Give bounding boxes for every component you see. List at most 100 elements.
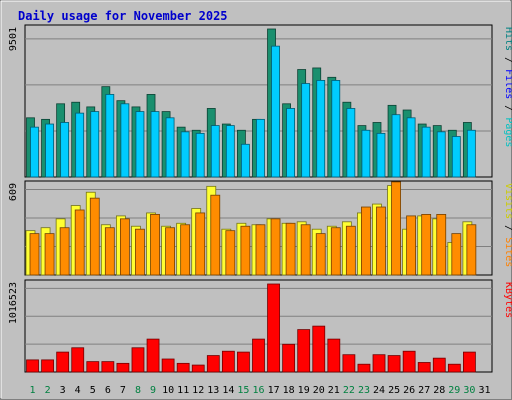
bar-sites-day-6 [104,227,115,276]
day-label-23: 23 [358,385,370,396]
bar-kbytes-day-13 [206,355,220,373]
day-label-17: 17 [268,385,280,396]
day-label-25: 25 [388,385,400,396]
day-label-11: 11 [177,385,189,396]
bar-sites-day-27 [421,214,432,276]
day-label-30: 30 [463,385,475,396]
day-label-5: 5 [90,385,96,396]
bar-pages-day-29 [451,136,461,178]
bar-pages-day-23 [361,129,371,178]
bar-kbytes-day-15 [237,351,250,373]
bar-kbytes-day-20 [312,325,326,373]
day-label-26: 26 [403,385,415,396]
day-label-29: 29 [448,385,460,396]
day-label-15: 15 [237,385,249,396]
panel-kbytes: 1016523 KBytes [8,279,512,373]
day-label-1: 1 [29,385,35,396]
day-label-3: 3 [60,385,66,396]
bar-pages-day-18 [286,108,296,178]
day-label-14: 14 [222,385,234,396]
legend-part: Hits [503,27,512,51]
day-label-19: 19 [298,385,310,396]
chart-title: Daily usage for November 2025 [18,9,228,23]
legend-part: / [503,219,512,237]
bar-sites-day-23 [361,206,371,276]
legend-part: Visits [503,183,512,219]
bar-kbytes-day-27 [417,362,431,373]
bar-kbytes-day-18 [282,343,296,373]
legend-part: KBytes [503,282,512,318]
bar-pages-day-28 [436,131,446,178]
bar-sites-day-29 [451,233,462,276]
bar-pages-day-3 [60,122,70,178]
legend-part: Files [503,69,512,99]
bar-kbytes-day-17 [267,283,280,373]
scale-label-hits-files-pages: 9501 [8,27,19,51]
bar-kbytes-day-30 [462,351,476,373]
panel-hits-files-pages: 9501 Hits / Files / Pages [8,24,512,178]
bar-kbytes-day-26 [402,350,416,373]
bar-pages-day-25 [391,114,401,178]
bar-pages-day-17 [271,45,280,178]
bar-pages-day-7 [120,103,130,178]
bar-kbytes-day-8 [131,347,145,373]
day-label-28: 28 [433,385,445,396]
bar-pages-day-21 [331,80,341,178]
bar-kbytes-day-3 [56,351,70,373]
bar-kbytes-day-22 [342,354,356,373]
bar-kbytes-day-25 [387,355,401,373]
day-label-4: 4 [75,385,81,396]
bar-pages-day-9 [150,111,160,178]
bar-kbytes-day-7 [116,362,130,373]
bar-pages-day-5 [90,111,100,178]
bar-kbytes-day-21 [327,338,341,373]
bar-pages-day-27 [421,126,431,178]
bar-sites-day-26 [406,215,417,276]
bar-kbytes-day-19 [297,329,311,373]
bar-sites-day-30 [466,224,477,276]
bar-sites-day-25 [391,181,401,276]
bar-sites-day-18 [285,222,296,276]
bar-pages-day-11 [180,131,190,178]
day-label-22: 22 [343,385,355,396]
legend-visits-sites: Visits / Sites [503,183,512,267]
bar-kbytes-day-14 [221,350,235,373]
day-label-18: 18 [283,385,295,396]
bar-sites-day-5 [89,197,100,276]
day-label-6: 6 [105,385,111,396]
bar-pages-day-19 [301,83,311,178]
bar-kbytes-day-28 [432,357,446,373]
bar-sites-day-9 [150,214,160,276]
bar-sites-day-19 [300,224,311,276]
bar-sites-day-3 [59,227,70,276]
bar-sites-day-7 [119,218,130,276]
bar-pages-day-2 [45,123,54,178]
bar-sites-day-4 [74,209,85,276]
bar-kbytes-day-11 [176,362,190,373]
day-label-16: 16 [252,385,264,396]
bar-kbytes-day-4 [71,347,85,373]
bar-pages-day-8 [135,111,145,178]
day-labels: 1 2 3 4 5 6 7 8 9 10 11 12 13 14 15 16 17 18 19 20 21 22 23 24 2… [29,385,490,396]
legend-hits-files-pages: Hits / Files / Pages [503,27,512,147]
bar-sites-day-20 [315,233,326,276]
bar-sites-day-1 [29,233,40,276]
bar-sites-day-10 [165,227,175,276]
scale-label-kbytes: 1016523 [8,282,19,324]
bar-pages-day-14 [225,125,235,178]
bar-kbytes-day-6 [101,361,115,373]
scale-label-visits-sites: 609 [8,183,19,201]
bar-kbytes-day-1 [26,359,39,373]
legend-part: / [503,51,512,69]
bar-pages-day-20 [316,80,326,178]
bar-pages-day-1 [30,126,39,178]
bar-pages-day-6 [105,94,115,178]
day-label-20: 20 [313,385,325,396]
chart-panels: 9501 Hits / Files / Pages 609 Visits / Site… [8,24,512,373]
panel-visits-sites: 609 Visits / Sites [8,180,512,276]
day-label-12: 12 [192,385,204,396]
legend-part: / [503,99,512,117]
bar-pages-day-26 [406,117,416,178]
bar-kbytes-day-12 [191,364,205,373]
bar-kbytes-day-9 [146,338,160,373]
